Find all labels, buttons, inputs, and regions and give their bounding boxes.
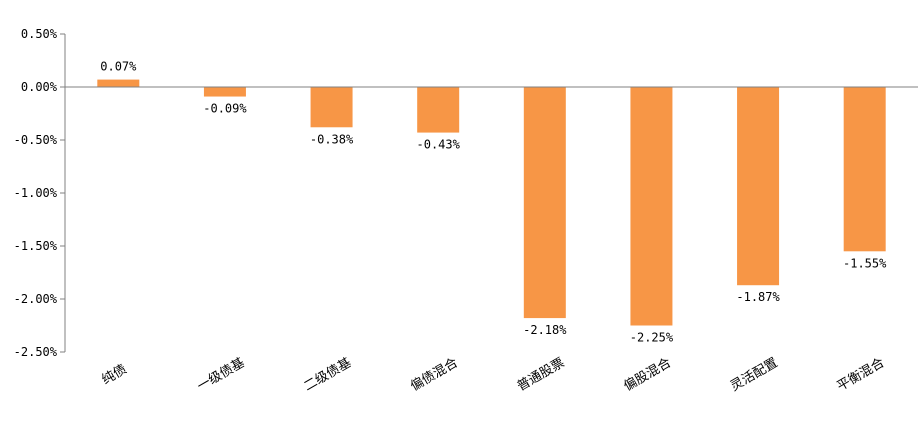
y-tick-label: 0.50% (21, 27, 58, 41)
bars (97, 79, 886, 326)
data-label: -2.25% (630, 331, 674, 345)
x-tick-label: 一级债基 (195, 355, 248, 394)
data-label: -0.09% (203, 102, 247, 116)
data-label: -1.55% (843, 256, 887, 270)
y-tick-label: 0.00% (21, 80, 58, 94)
y-tick-label: -2.50% (14, 345, 58, 359)
bar (417, 87, 460, 133)
bar (523, 87, 566, 319)
x-tick-label: 平衡混合 (835, 355, 888, 394)
y-tick-label: -1.50% (14, 239, 58, 253)
x-tick-label: 偏债混合 (408, 355, 461, 394)
x-axis-labels: 纯债 一级债基 二级债基 偏债混合 普通股票 偏股混合 灵活配置 平衡混合 (100, 355, 888, 394)
x-tick-label: 灵活配置 (728, 355, 781, 394)
bar (310, 87, 353, 128)
y-tick-label: -1.00% (14, 186, 58, 200)
y-tick-label: -2.00% (14, 292, 58, 306)
bar (630, 87, 673, 326)
data-label: -2.18% (523, 323, 567, 337)
x-tick-label: 普通股票 (515, 355, 568, 394)
x-tick-label: 二级债基 (302, 355, 355, 394)
data-label: -0.38% (310, 132, 354, 146)
bar (843, 87, 886, 252)
data-label: -1.87% (736, 290, 780, 304)
x-tick-label: 纯债 (100, 362, 130, 388)
data-label: -0.43% (417, 138, 461, 152)
bar (203, 87, 246, 97)
x-tick-label: 偏股混合 (621, 355, 674, 394)
y-tick-label: -0.50% (14, 133, 58, 147)
y-axis: 0.50% 0.00% -0.50% -1.00% -1.50% -2.00% -2.50% (14, 27, 66, 359)
bar (97, 79, 140, 87)
bar (737, 87, 780, 286)
data-labels: 0.07% -0.09% -0.38% -0.43% -2.18% -2.25% -1.87… (100, 60, 887, 345)
data-label: 0.07% (100, 60, 137, 74)
